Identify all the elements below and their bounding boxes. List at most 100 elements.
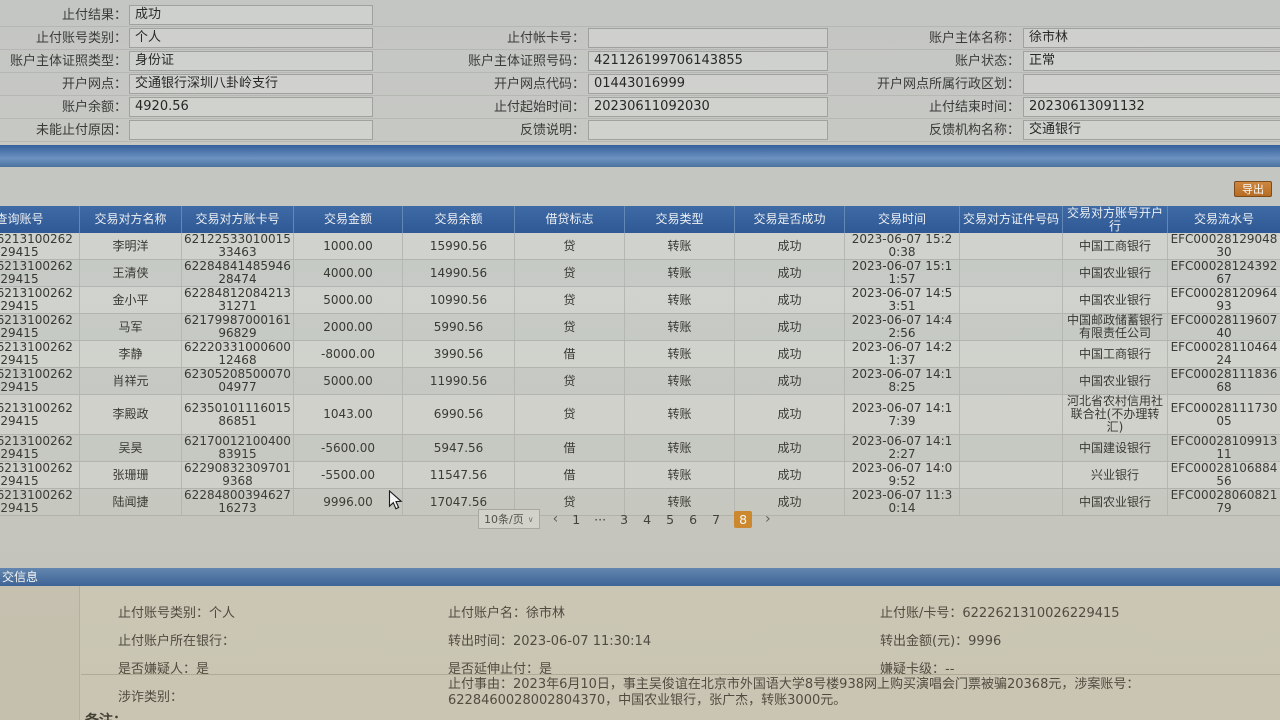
table-row[interactable]: 6222621310026229415 王清侠 6228484148594628… [0,260,1280,287]
field-stop-account-type: 止付账号类别：个人 [118,606,236,621]
page-number[interactable]: ··· [594,511,607,527]
page-number[interactable]: 6 [689,511,698,527]
feedback-org-value: 交通银行 [1023,120,1280,140]
form-row: 未能止付原因： 反馈说明： 反馈机构名称： 交通银行 [0,119,1280,142]
cell-serial: EFC0002811960740 [1170,313,1278,340]
cell-query-account: 6222621310026229415 [0,395,80,434]
cell-counterparty-name: 肖祥元 [80,368,182,394]
branch-region-label: 开户网点所属行政区划： [876,77,1020,92]
prev-page-icon[interactable]: ‹ [552,511,559,527]
table-row[interactable]: 6222621310026229415 金小平 6228481208421331… [0,287,1280,314]
cell-counterparty-name: 陆闻捷 [80,489,182,515]
field-transfer-amount: 转出金额(元)：9996 [880,634,1002,649]
cell-query-account: 6222621310026229415 [0,260,80,286]
cell-serial: EFC0002810688456 [1170,461,1278,488]
account-status-value: 正常 [1023,51,1280,71]
cell-counterparty-card: 6235010111601586851 [182,395,294,434]
cell-counterparty-cert [960,395,1063,434]
cell-counterparty-name: 金小平 [80,287,182,313]
next-page-icon[interactable]: › [765,511,771,527]
branch-region-value [1023,74,1280,94]
table-header: 查询账号 交易对方名称 交易对方账卡号 交易金额 交易余额 借贷标志 交易类型 … [0,206,1280,233]
cell-success: 成功 [735,233,845,259]
field-is-extended-stop: 是否延伸止付：是 [448,662,553,677]
cell-query-account: 6222621310026229415 [0,489,80,515]
page-number[interactable]: 8 [734,510,753,528]
table-row[interactable]: 6222621310026229415 陆闻捷 6228480039462716… [0,489,1280,516]
table-body: 6222621310026229415 李明洋 6212253301001533… [0,233,1280,516]
cell-success: 成功 [735,368,845,394]
page-number[interactable]: 4 [643,511,652,527]
stop-card-no-value [588,28,828,48]
table-row[interactable]: 6222621310026229415 肖祥元 6230520850007004… [0,368,1280,395]
table-row[interactable]: 6222621310026229415 李明洋 6212253301001533… [0,233,1280,260]
cell-balance: 3990.56 [403,341,515,367]
cell-time: 2023-06-07 15:11:57 [845,260,960,286]
cell-counterparty-bank: 中国邮政储蓄银行有限责任公司 [1063,314,1168,340]
col-header-time: 交易时间 [845,206,960,233]
cell-type: 转账 [625,368,735,394]
detail-section: 止付账号类别：个人 止付账户名：徐市林 止付账/卡号：6222621310026… [0,586,1280,720]
cell-counterparty-card: 6228481208421331271 [182,287,294,313]
form-row: 账户余额： 4920.56 止付起始时间： 20230611092030 止付结… [0,96,1280,119]
col-header-success: 交易是否成功 [735,206,845,233]
table-row[interactable]: 6222621310026229415 张珊珊 6229083230970193… [0,462,1280,489]
field-is-suspect: 是否嫌疑人：是 [118,662,210,677]
page-number[interactable]: 7 [712,511,721,527]
cell-serial: EFC0002811046424 [1170,340,1278,367]
stop-start-time-value: 20230611092030 [588,97,828,117]
page-size-select[interactable]: 10条/页 ∨ [478,509,540,529]
stop-end-time-label: 止付结束时间： [928,100,1020,115]
table-row[interactable]: 6222621310026229415 李静 62220331000600124… [0,341,1280,368]
table-row[interactable]: 6222621310026229415 吴昊 62170012100400839… [0,435,1280,462]
cell-debit-credit-flag: 贷 [515,395,625,434]
cell-counterparty-bank: 中国农业银行 [1063,489,1168,515]
cell-counterparty-card: 6228484148594628474 [182,260,294,286]
cell-type: 转账 [625,233,735,259]
col-header-balance: 交易余额 [403,206,515,233]
cell-counterparty-cert [960,287,1063,313]
cell-counterparty-name: 吴昊 [80,435,182,461]
cell-debit-credit-flag: 贷 [515,260,625,286]
cell-serial: EFC0002812904830 [1170,232,1278,259]
cell-time: 2023-06-07 14:53:51 [845,287,960,313]
cell-counterparty-bank: 兴业银行 [1063,462,1168,488]
field-transfer-time: 转出时间：2023-06-07 11:30:14 [448,634,652,649]
cell-counterparty-name: 马军 [80,314,182,340]
cell-balance: 6990.56 [403,395,515,434]
cell-type: 转账 [625,341,735,367]
form-row: 开户网点： 交通银行深圳八卦岭支行 开户网点代码： 01443016999 开户… [0,73,1280,96]
page-list: 1 ··· 3 4 5 6 7 8 [571,510,753,528]
cell-time: 2023-06-07 14:17:39 [845,395,960,434]
cell-type: 转账 [625,395,735,434]
cell-success: 成功 [735,341,845,367]
export-button[interactable]: 导出 [1234,181,1272,197]
cell-counterparty-cert [960,341,1063,367]
page-number[interactable]: 1 [572,511,581,527]
cell-counterparty-name: 李明洋 [80,233,182,259]
cell-debit-credit-flag: 借 [515,435,625,461]
cell-amount: 5000.00 [294,368,403,394]
cell-serial: EFC0002810991311 [1170,434,1278,461]
cell-debit-credit-flag: 贷 [515,489,625,515]
cell-counterparty-name: 张珊珊 [80,462,182,488]
cell-time: 2023-06-07 14:12:27 [845,435,960,461]
page-number[interactable]: 3 [620,511,629,527]
mouse-cursor [388,489,403,515]
cell-counterparty-card: 6217001210040083915 [182,435,294,461]
page-number[interactable]: 5 [666,511,675,527]
cell-serial: EFC0002806082179 [1170,488,1278,515]
cell-counterparty-cert [960,233,1063,259]
detail-section-title: 交信息 [2,570,39,584]
col-header-amount: 交易金额 [294,206,403,233]
cell-success: 成功 [735,489,845,515]
feedback-org-label: 反馈机构名称： [928,123,1020,138]
section-divider-bar [0,145,1280,167]
table-row[interactable]: 6222621310026229415 马军 62179987000161968… [0,314,1280,341]
cell-counterparty-cert [960,314,1063,340]
cell-debit-credit-flag: 贷 [515,314,625,340]
cell-counterparty-bank: 中国工商银行 [1063,341,1168,367]
branch-code-value: 01443016999 [588,74,828,94]
table-row[interactable]: 6222621310026229415 李殿政 6235010111601586… [0,395,1280,435]
cell-counterparty-name: 李殿政 [80,395,182,434]
